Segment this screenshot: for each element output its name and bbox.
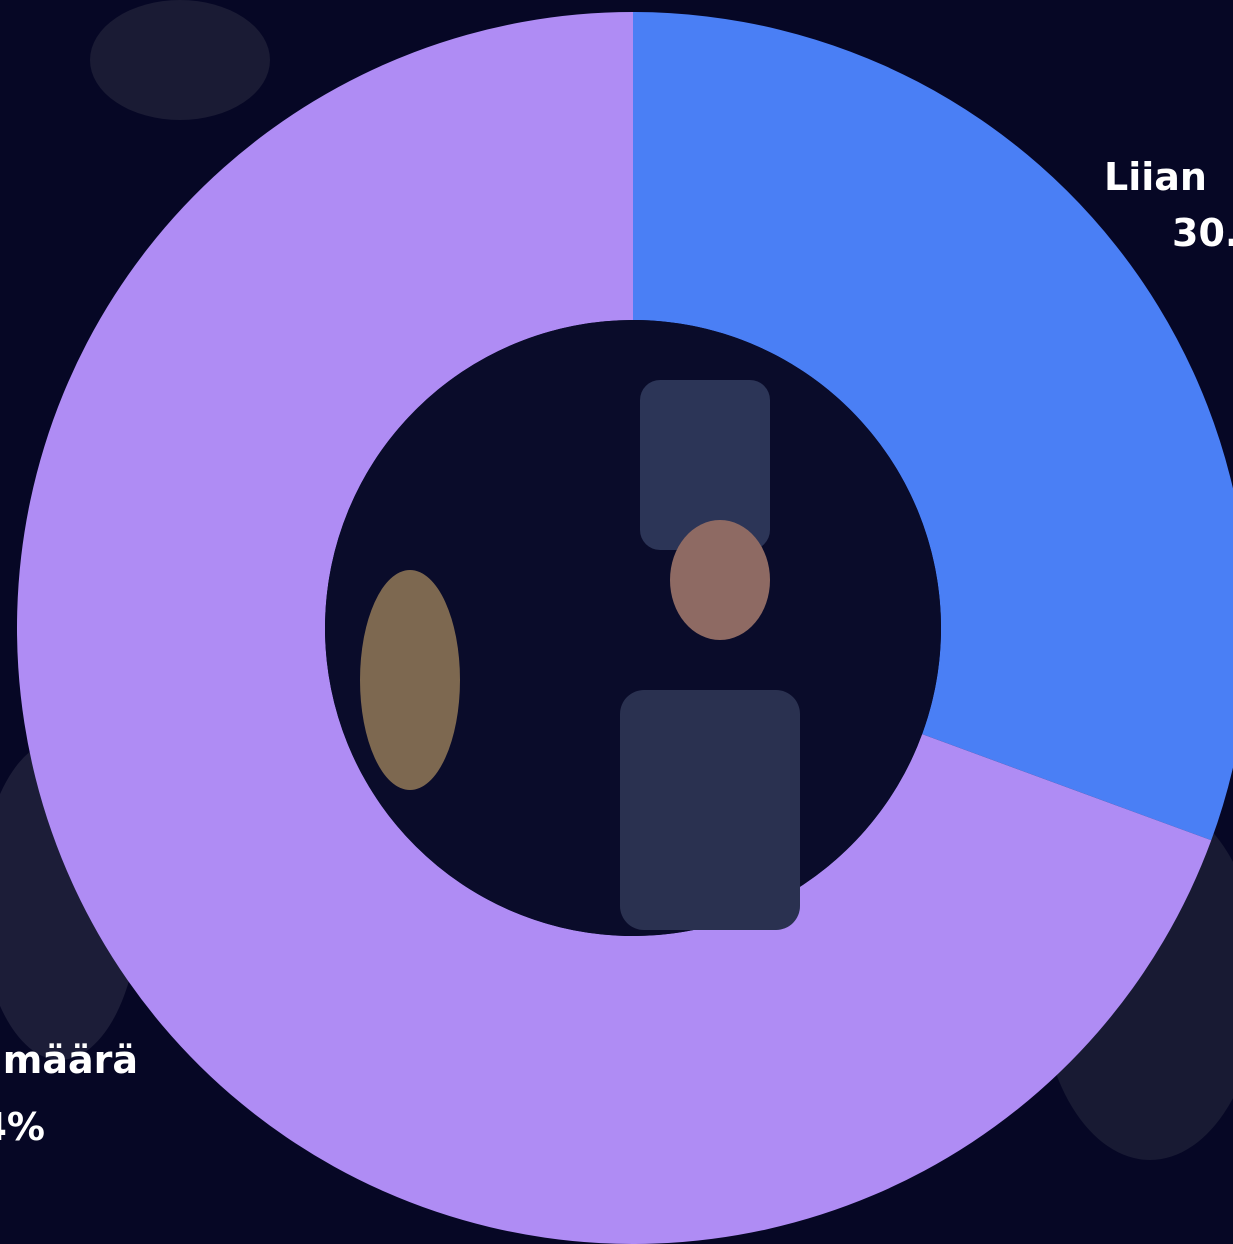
slice [633,12,1233,841]
photo-shape [640,380,770,550]
hole-photo [360,380,800,930]
photo-shape [620,690,800,930]
slice-value-label: 30.6% [1172,211,1233,255]
slice-label: Liian [1104,155,1207,199]
slice [17,12,1212,1244]
slice-label: määrä [3,1038,138,1082]
photo-shape [670,520,770,640]
photo-shape [360,570,460,790]
slice-value-label: 69.4% [0,1105,45,1149]
slices [17,12,1233,1244]
background-photo-shade [90,0,270,120]
